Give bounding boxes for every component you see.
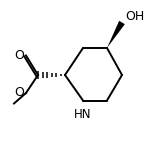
Polygon shape: [107, 21, 125, 48]
Text: HN: HN: [74, 108, 92, 120]
Text: O: O: [14, 49, 24, 62]
Text: OH: OH: [125, 10, 144, 23]
Text: O: O: [14, 87, 24, 99]
